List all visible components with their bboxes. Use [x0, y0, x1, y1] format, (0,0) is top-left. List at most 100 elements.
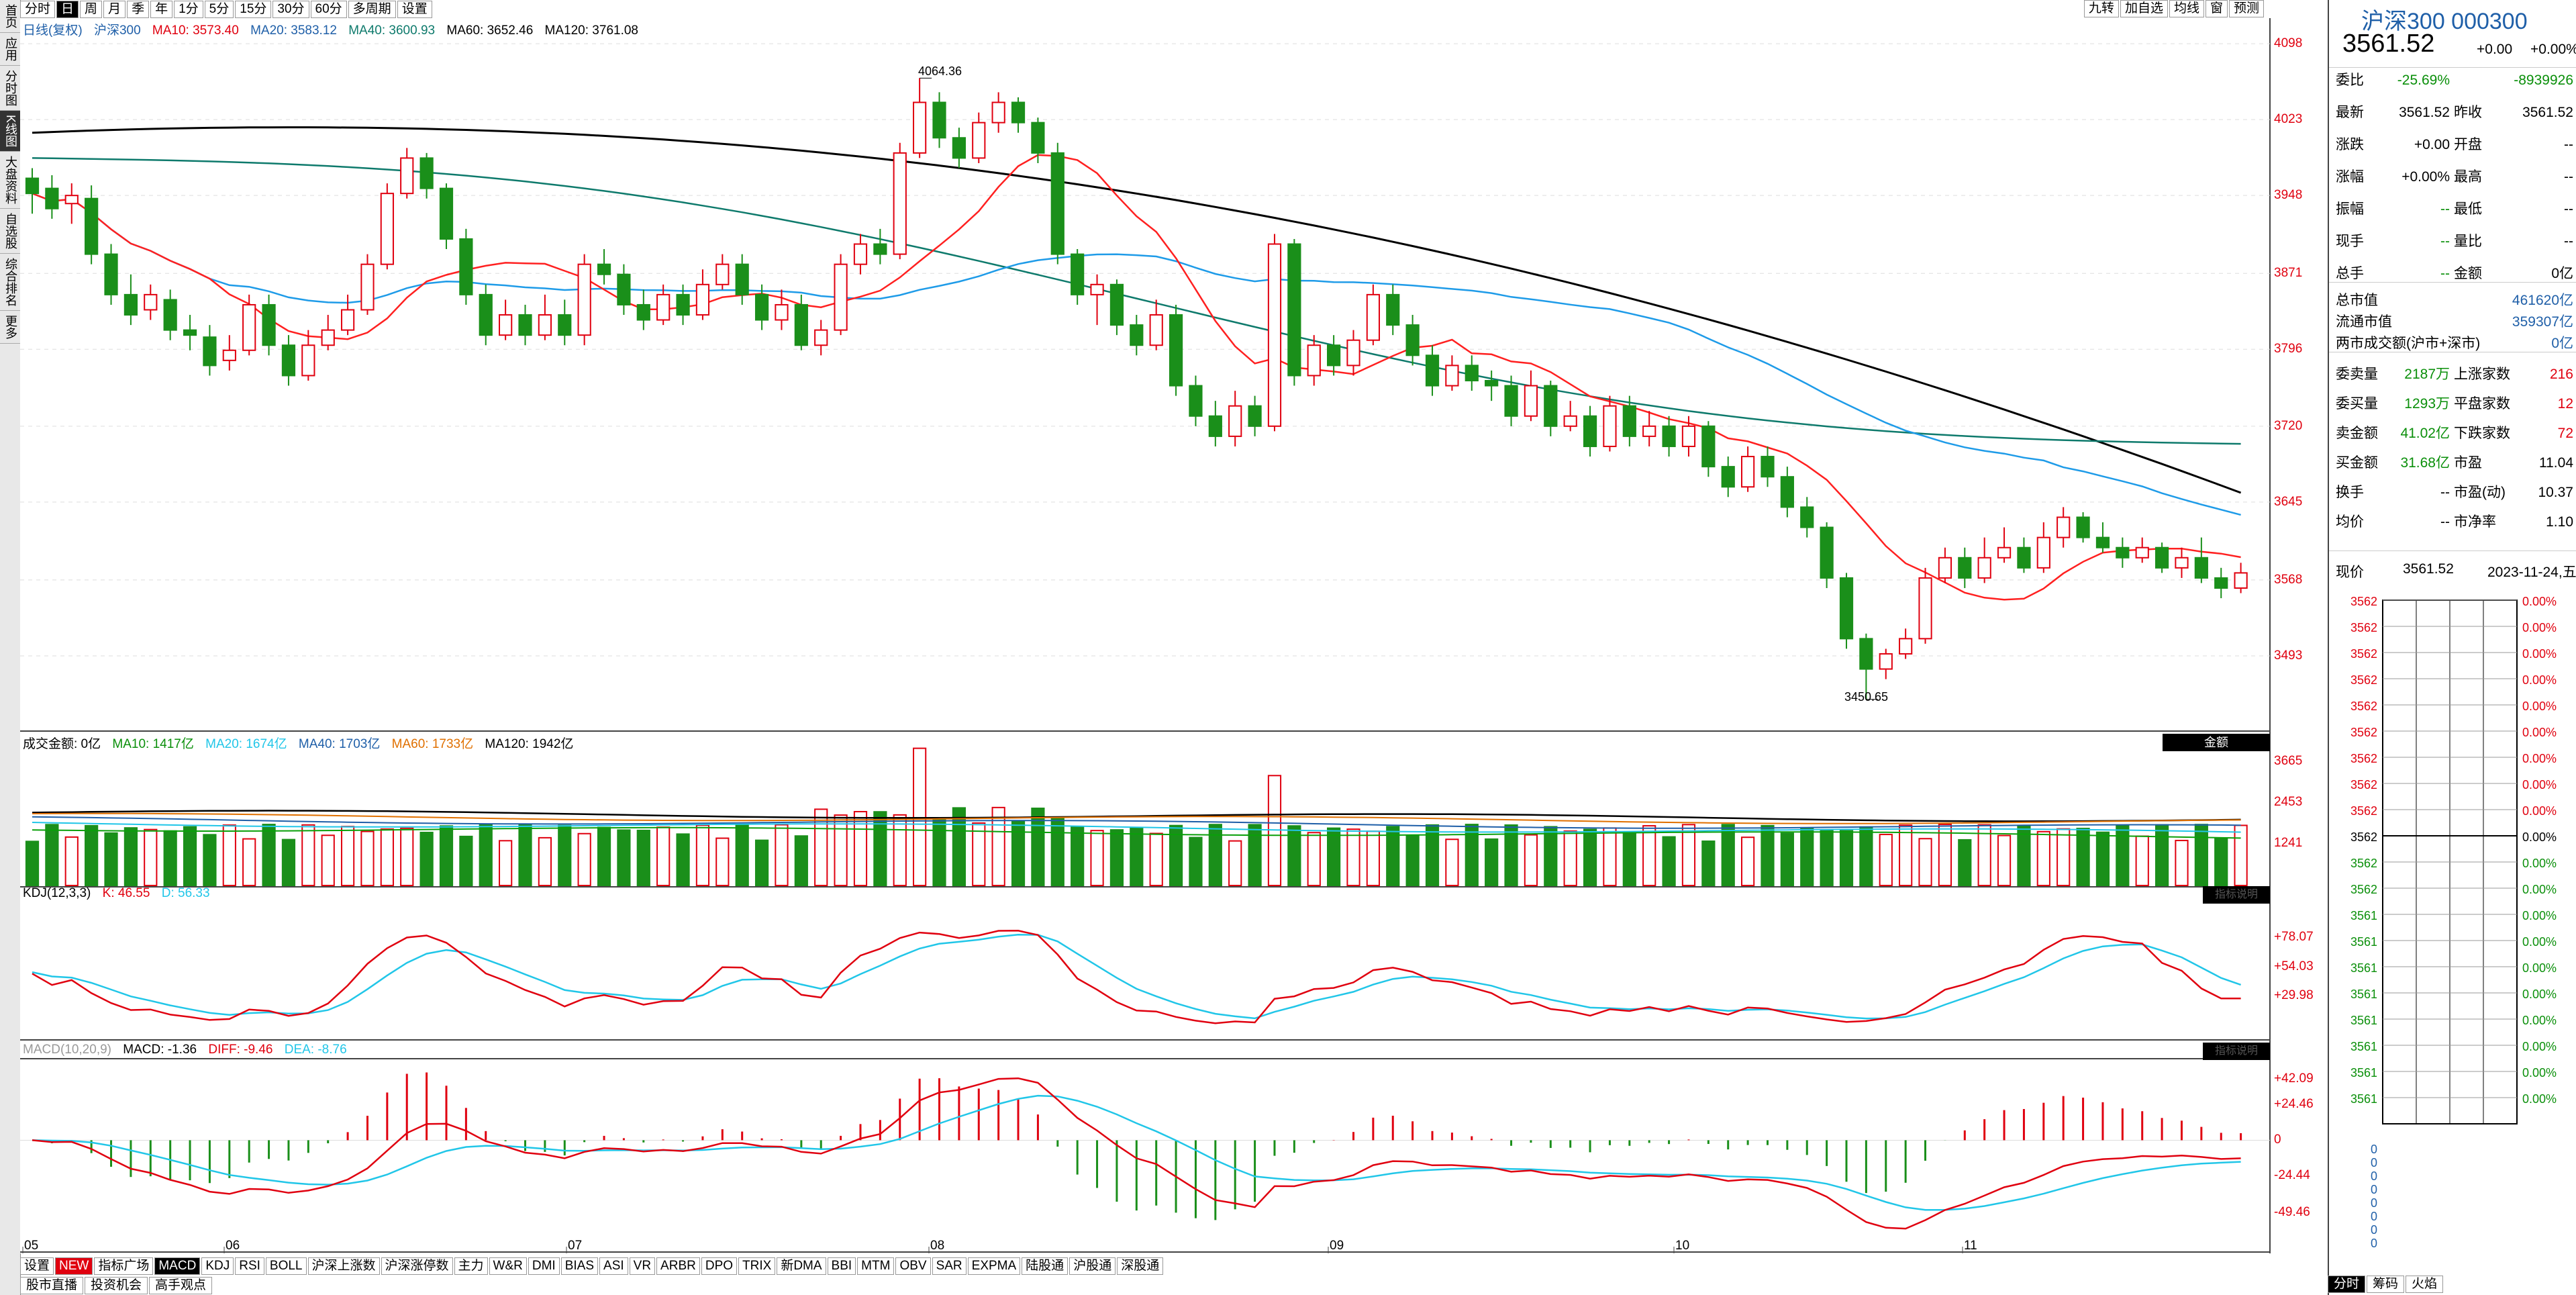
indicator-tab-21[interactable]: OBV: [895, 1257, 931, 1275]
indicator-tab-1[interactable]: NEW: [55, 1257, 93, 1275]
candle[interactable]: [1208, 401, 1222, 446]
right-bottom-tab-0[interactable]: 分时: [2328, 1276, 2366, 1293]
candle[interactable]: [459, 228, 473, 305]
candle[interactable]: [144, 284, 158, 320]
period-tab-0[interactable]: 分时: [20, 0, 56, 18]
candle[interactable]: [1366, 284, 1380, 346]
candle[interactable]: [1425, 345, 1440, 396]
candle[interactable]: [1287, 238, 1301, 386]
candle[interactable]: [2017, 537, 2031, 573]
indicator-tab-3[interactable]: MACD: [154, 1257, 201, 1275]
candle[interactable]: [518, 304, 532, 346]
candle[interactable]: [1485, 370, 1499, 401]
candle[interactable]: [2076, 512, 2090, 543]
candle[interactable]: [1642, 411, 1656, 446]
candle[interactable]: [380, 183, 394, 270]
right-bottom-tab-2[interactable]: 火焰: [2406, 1276, 2444, 1293]
indicator-tab-18[interactable]: 新DMA: [777, 1257, 826, 1275]
indicator-tab-7[interactable]: 沪深上涨数: [307, 1257, 380, 1275]
candle[interactable]: [1899, 628, 1913, 659]
candle[interactable]: [499, 299, 513, 340]
candle[interactable]: [1662, 416, 1676, 457]
indicator-tab-19[interactable]: BBI: [827, 1257, 856, 1275]
candle[interactable]: [991, 92, 1005, 133]
candle[interactable]: [873, 228, 887, 265]
candle[interactable]: [400, 148, 414, 199]
candle[interactable]: [1918, 567, 1932, 644]
period-tab-6[interactable]: 1分: [174, 0, 203, 18]
indicator-tab-26[interactable]: 深股通: [1117, 1257, 1164, 1275]
candle[interactable]: [1228, 391, 1242, 446]
kdj-help-button[interactable]: 指标说明: [2203, 886, 2270, 904]
candle[interactable]: [972, 112, 986, 163]
candle[interactable]: [1011, 97, 1026, 133]
candle[interactable]: [1563, 401, 1577, 432]
candle[interactable]: [104, 244, 118, 305]
candle[interactable]: [1583, 405, 1597, 457]
candle[interactable]: [1405, 315, 1420, 366]
bottom-tab-1[interactable]: 投资机会: [85, 1277, 148, 1294]
candle[interactable]: [163, 289, 177, 340]
left-tab-3[interactable]: K线图: [0, 111, 21, 152]
candle[interactable]: [2095, 522, 2110, 553]
candle[interactable]: [735, 254, 749, 305]
candle[interactable]: [577, 254, 591, 346]
candle[interactable]: [775, 289, 789, 330]
candle[interactable]: [2116, 537, 2130, 568]
right-tool-3[interactable]: 窗: [2205, 0, 2228, 17]
candle[interactable]: [695, 269, 710, 320]
indicator-tab-8[interactable]: 沪深涨停数: [381, 1257, 453, 1275]
indicator-tab-15[interactable]: ARBR: [656, 1257, 700, 1275]
candle[interactable]: [1130, 315, 1144, 356]
period-tab-5[interactable]: 年: [150, 0, 173, 18]
left-tab-2[interactable]: 分时图: [0, 66, 21, 111]
period-tab-12[interactable]: 设置: [397, 0, 432, 18]
candle[interactable]: [439, 183, 454, 250]
indicator-tab-6[interactable]: BOLL: [265, 1257, 307, 1275]
bottom-tab-2[interactable]: 高手观点: [149, 1277, 213, 1294]
right-tool-4[interactable]: 预测: [2228, 0, 2264, 17]
left-tab-0[interactable]: 首页: [0, 0, 21, 33]
bottom-tab-0[interactable]: 股市直播: [20, 1277, 84, 1294]
candle[interactable]: [853, 234, 868, 275]
candle[interactable]: [1169, 304, 1183, 396]
indicator-tab-24[interactable]: 陆股通: [1022, 1257, 1069, 1275]
right-bottom-tab-1[interactable]: 筹码: [2367, 1276, 2405, 1293]
period-tab-4[interactable]: 季: [127, 0, 150, 18]
candle[interactable]: [754, 284, 769, 330]
candle[interactable]: [2036, 522, 2050, 573]
candle[interactable]: [123, 274, 138, 326]
candle[interactable]: [479, 284, 493, 346]
left-tab-4[interactable]: 大盘资料: [0, 152, 21, 209]
period-tab-9[interactable]: 30分: [273, 0, 309, 18]
vol-mode-button[interactable]: 金额: [2163, 734, 2270, 751]
candle[interactable]: [2057, 507, 2071, 548]
candle[interactable]: [1109, 279, 1124, 336]
left-tab-7[interactable]: 更多: [0, 311, 21, 344]
candle[interactable]: [2175, 547, 2189, 578]
candle[interactable]: [1997, 527, 2012, 563]
candle[interactable]: [1386, 284, 1400, 336]
candle[interactable]: [222, 335, 236, 371]
candle[interactable]: [893, 142, 907, 260]
candle[interactable]: [183, 315, 197, 350]
right-tool-2[interactable]: 均线: [2169, 0, 2204, 17]
candle[interactable]: [1681, 416, 1696, 457]
indicator-tab-17[interactable]: TRIX: [738, 1257, 776, 1275]
candle[interactable]: [913, 78, 927, 158]
period-tab-2[interactable]: 周: [80, 0, 103, 18]
candle[interactable]: [1445, 355, 1459, 391]
indicator-tab-2[interactable]: 指标广场: [94, 1257, 154, 1275]
indicator-tab-10[interactable]: W&R: [489, 1257, 527, 1275]
candle[interactable]: [676, 284, 690, 326]
period-tab-8[interactable]: 15分: [235, 0, 272, 18]
candle[interactable]: [1465, 355, 1479, 391]
macd-help-button[interactable]: 指标说明: [2203, 1043, 2270, 1060]
candle[interactable]: [1504, 375, 1518, 426]
right-tool-1[interactable]: 加自选: [2120, 0, 2168, 17]
candle[interactable]: [656, 284, 671, 326]
period-tab-10[interactable]: 60分: [310, 0, 347, 18]
candle[interactable]: [1327, 335, 1341, 376]
candle[interactable]: [1958, 547, 1972, 588]
right-tool-0[interactable]: 九转: [2083, 0, 2119, 17]
